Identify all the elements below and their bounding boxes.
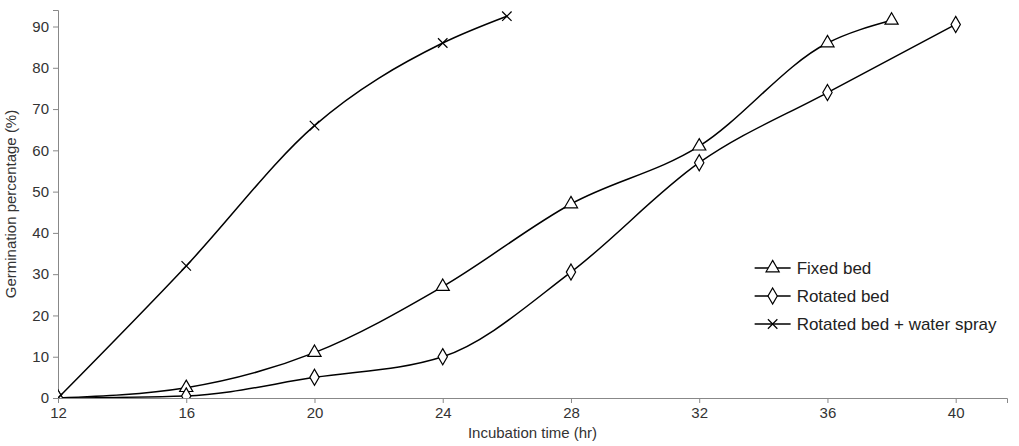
marker xyxy=(310,121,319,130)
y-axis: 0 10 20 30 40 50 60 70 80 90 xyxy=(32,11,58,407)
x-axis: 12 16 20 24 28 32 36 40 xyxy=(50,398,1007,421)
legend-label: Rotated bed + water spray xyxy=(797,315,997,334)
data-area xyxy=(58,11,960,398)
tick-mark xyxy=(699,398,700,403)
tick-label: 70 xyxy=(32,100,49,117)
marker xyxy=(182,261,191,270)
series-line xyxy=(58,24,956,398)
tick: 90 xyxy=(32,18,58,35)
tick-label: 16 xyxy=(178,404,195,421)
marker xyxy=(58,390,63,398)
legend-marker xyxy=(768,288,777,304)
tick: 60 xyxy=(32,142,58,159)
marker xyxy=(951,16,960,32)
tick: 32 xyxy=(691,398,708,421)
legend-marker xyxy=(766,260,779,271)
legend-item: Rotated bed + water spray xyxy=(755,315,997,334)
tick-label: 60 xyxy=(32,142,49,159)
marker xyxy=(438,349,447,365)
plot: 12 16 20 24 28 32 36 40 0 10 20 30 40 50 60 70 80 90 Fixed… xyxy=(32,11,1007,421)
tick-label: 50 xyxy=(32,183,49,200)
tick-mark xyxy=(443,398,444,403)
tick: 40 xyxy=(948,398,965,421)
legend-item: Rotated bed xyxy=(755,287,890,306)
tick-mark xyxy=(53,233,58,234)
x-axis-line xyxy=(59,399,1008,404)
tick-mark xyxy=(53,315,58,316)
legend-label: Fixed bed xyxy=(797,259,872,278)
tick-mark xyxy=(314,398,315,403)
marker xyxy=(182,388,191,398)
chart: 12 16 20 24 28 32 36 40 0 10 20 30 40 50 60 70 80 90 Fixed… xyxy=(0,0,1019,446)
series-line xyxy=(58,20,892,398)
marker xyxy=(566,264,575,280)
tick-label: 0 xyxy=(41,389,49,406)
series-line xyxy=(58,16,507,398)
tick: 12 xyxy=(50,398,67,421)
tick-mark xyxy=(53,109,58,110)
tick-label: 12 xyxy=(50,404,67,421)
tick-label: 24 xyxy=(435,404,452,421)
tick-mark xyxy=(571,398,572,403)
marker xyxy=(823,84,832,100)
marker xyxy=(502,11,511,20)
tick-mark xyxy=(53,274,58,275)
marker xyxy=(438,38,447,47)
tick: 70 xyxy=(32,100,58,117)
tick: 16 xyxy=(178,398,195,421)
marker xyxy=(695,155,704,171)
tick-label: 32 xyxy=(691,404,708,421)
tick: 24 xyxy=(435,398,452,421)
marker xyxy=(693,139,706,150)
marker xyxy=(821,35,834,46)
legend-item: Fixed bed xyxy=(755,259,872,278)
tick-label: 40 xyxy=(948,404,965,421)
tick-label: 20 xyxy=(32,307,49,324)
tick-label: 36 xyxy=(820,404,837,421)
tick-mark xyxy=(53,68,58,69)
tick-label: 90 xyxy=(32,18,49,35)
tick: 80 xyxy=(32,59,58,76)
y-axis-title: Germination percentage (%) xyxy=(2,110,19,298)
marker xyxy=(310,369,319,385)
legend: Fixed bed Rotated bed Rotated bed + water … xyxy=(755,259,997,334)
marker xyxy=(58,393,63,398)
x-axis-title: Incubation time (hr) xyxy=(468,424,597,441)
tick-mark xyxy=(53,398,58,399)
tick: 36 xyxy=(820,398,837,421)
tick: 40 xyxy=(32,224,58,241)
tick-label: 30 xyxy=(32,265,49,282)
marker xyxy=(436,279,449,290)
marker xyxy=(308,345,321,356)
marker xyxy=(885,13,898,24)
tick: 20 xyxy=(307,398,324,421)
tick-mark xyxy=(53,150,58,151)
legend-marker xyxy=(768,319,777,328)
marker xyxy=(564,196,577,207)
tick-mark xyxy=(53,27,58,28)
tick-label: 10 xyxy=(32,348,49,365)
legend-label: Rotated bed xyxy=(797,287,890,306)
tick-mark xyxy=(53,357,58,358)
tick-mark xyxy=(827,398,828,403)
tick-mark xyxy=(53,192,58,193)
tick: 0 xyxy=(41,389,58,406)
tick-label: 28 xyxy=(563,404,580,421)
tick: 30 xyxy=(32,265,58,282)
tick-label: 20 xyxy=(307,404,324,421)
tick-label: 40 xyxy=(32,224,49,241)
tick: 20 xyxy=(32,307,58,324)
tick: 28 xyxy=(563,398,580,421)
tick-label: 80 xyxy=(32,59,49,76)
tick: 10 xyxy=(32,348,58,365)
tick-mark xyxy=(956,398,957,403)
y-axis-line xyxy=(53,11,59,399)
tick-mark xyxy=(186,398,187,403)
tick: 50 xyxy=(32,183,58,200)
